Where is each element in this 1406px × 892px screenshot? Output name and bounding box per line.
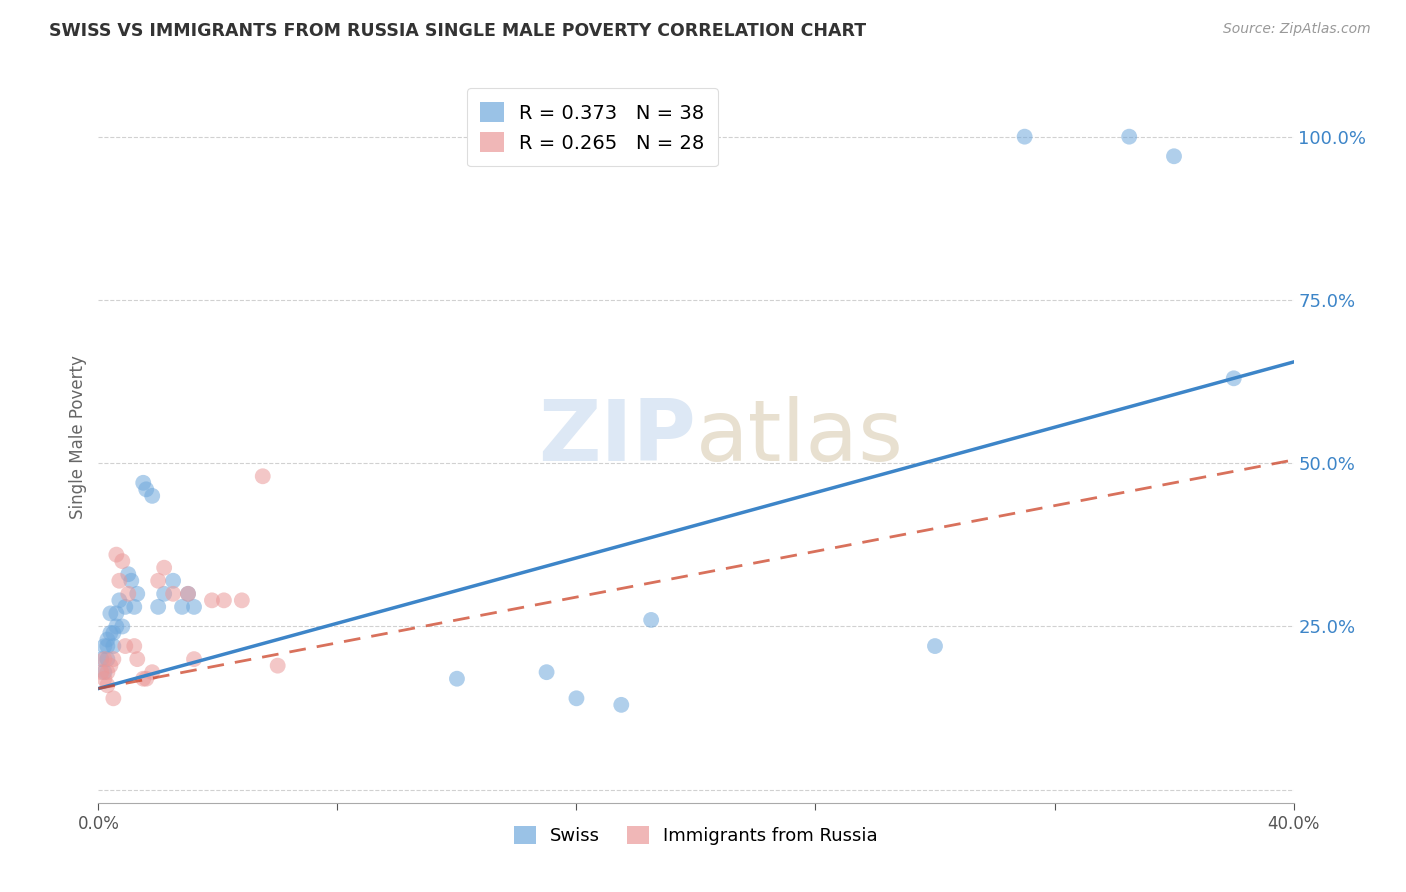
Point [924, 639, 946, 653]
Point [1223, 371, 1246, 385]
Point [183, 599, 205, 614]
Text: SWISS VS IMMIGRANTS FROM RUSSIA SINGLE MALE POVERTY CORRELATION CHART: SWISS VS IMMIGRANTS FROM RUSSIA SINGLE M… [49, 22, 866, 40]
Point [96, 652, 118, 666]
Point [1014, 129, 1036, 144]
Point [565, 691, 588, 706]
Point [127, 587, 149, 601]
Point [536, 665, 558, 680]
Point [111, 554, 134, 568]
Point [93, 665, 115, 680]
Point [132, 475, 155, 490]
Point [98, 607, 122, 621]
Point [135, 483, 157, 497]
Point [148, 574, 170, 588]
Point [162, 574, 184, 588]
Point [231, 593, 253, 607]
Point [610, 698, 633, 712]
Text: Source: ZipAtlas.com: Source: ZipAtlas.com [1223, 22, 1371, 37]
Point [93, 652, 115, 666]
Point [93, 672, 115, 686]
Point [108, 574, 131, 588]
Point [96, 639, 118, 653]
Point [96, 632, 118, 647]
Point [201, 593, 224, 607]
Point [105, 607, 128, 621]
Point [108, 593, 131, 607]
Point [177, 587, 200, 601]
Point [135, 672, 157, 686]
Point [114, 639, 136, 653]
Point [117, 587, 139, 601]
Point [120, 574, 142, 588]
Point [90, 665, 112, 680]
Point [1163, 149, 1185, 163]
Point [172, 599, 194, 614]
Point [96, 678, 118, 692]
Legend: Swiss, Immigrants from Russia: Swiss, Immigrants from Russia [506, 819, 886, 852]
Point [93, 639, 115, 653]
Text: ZIP: ZIP [538, 395, 696, 479]
Text: atlas: atlas [696, 395, 904, 479]
Y-axis label: Single Male Poverty: Single Male Poverty [69, 355, 87, 519]
Point [141, 489, 163, 503]
Point [124, 599, 146, 614]
Point [103, 691, 125, 706]
Point [252, 469, 274, 483]
Point [105, 548, 128, 562]
Point [132, 672, 155, 686]
Point [177, 587, 200, 601]
Point [1118, 129, 1140, 144]
Point [183, 652, 205, 666]
Point [446, 672, 468, 686]
Point [103, 639, 125, 653]
Point [153, 560, 176, 574]
Point [103, 652, 125, 666]
Point [98, 658, 122, 673]
Point [105, 619, 128, 633]
Point [141, 665, 163, 680]
Point [640, 613, 662, 627]
Point [148, 599, 170, 614]
Point [103, 626, 125, 640]
Point [153, 587, 176, 601]
Point [124, 639, 146, 653]
Point [212, 593, 235, 607]
Point [117, 567, 139, 582]
Point [127, 652, 149, 666]
Point [267, 658, 290, 673]
Point [111, 619, 134, 633]
Point [90, 652, 112, 666]
Point [96, 665, 118, 680]
Point [114, 599, 136, 614]
Point [98, 626, 122, 640]
Point [162, 587, 184, 601]
